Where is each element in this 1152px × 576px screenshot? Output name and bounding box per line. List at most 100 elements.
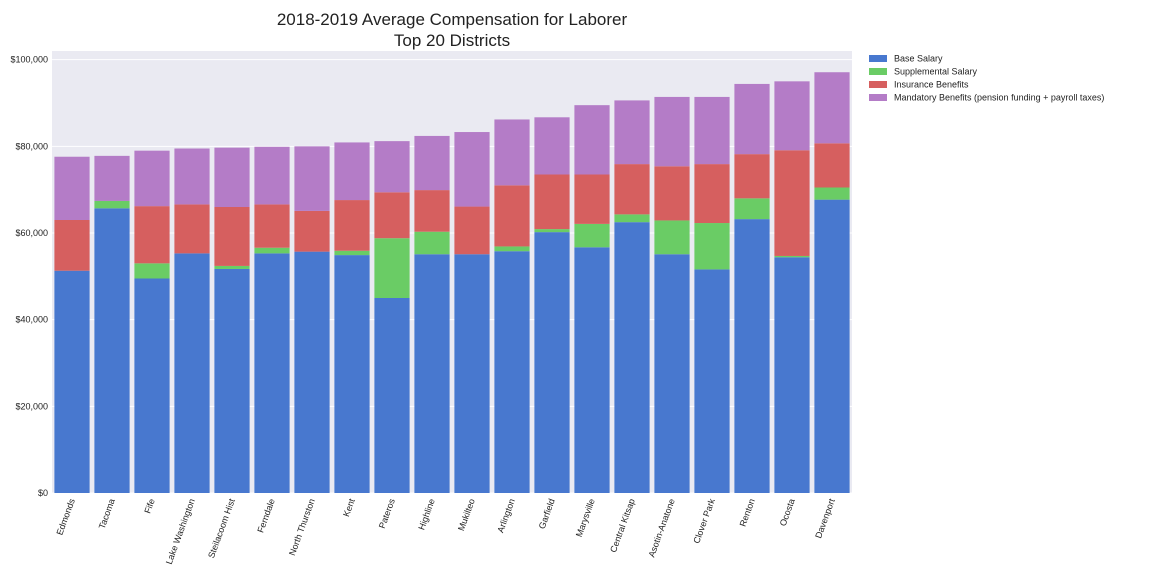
bar-segment-insurance-benefits: [254, 204, 290, 248]
bar-segment-mandatory-benefits: [134, 150, 170, 207]
bar-segment-supplemental-salary: [214, 265, 250, 269]
bar-segment-insurance-benefits: [734, 154, 770, 199]
bar-segment-base-salary: [614, 222, 650, 493]
bar-segment-insurance-benefits: [574, 174, 610, 224]
legend-swatch: [869, 68, 887, 75]
bar-segment-mandatory-benefits: [414, 135, 450, 191]
bar-segment-supplemental-salary: [494, 246, 530, 252]
bar-segment-insurance-benefits: [334, 200, 370, 251]
x-tick-label: Pateros: [377, 497, 397, 530]
x-tick-label: Central Kitsap: [608, 497, 637, 554]
chart-title-line-2: Top 20 Districts: [394, 31, 510, 50]
legend-label: Base Salary: [894, 54, 943, 64]
bar-segment-mandatory-benefits: [334, 142, 370, 201]
y-tick-label: $0: [38, 488, 48, 498]
bar-segment-base-salary: [534, 232, 570, 493]
bar-segment-mandatory-benefits: [254, 146, 290, 205]
bar-segment-base-salary: [414, 254, 450, 493]
bar-segment-mandatory-benefits: [494, 119, 530, 186]
bar-segment-supplemental-salary: [774, 255, 810, 258]
x-tick-label: Highline: [416, 497, 437, 531]
bar-segment-base-salary: [54, 270, 90, 493]
x-axis: Edmonds Tacoma Fife Lake Washington Steilaco…: [54, 497, 837, 566]
bar-segment-insurance-benefits: [454, 206, 490, 255]
y-axis: $0 $20,000 $40,000 $60,000 $80,000 $100,000: [10, 55, 48, 498]
bar-segment-insurance-benefits: [694, 164, 730, 224]
bar-segment-base-salary: [374, 298, 410, 493]
bar-segment-insurance-benefits: [814, 143, 850, 188]
bar-segment-supplemental-salary: [94, 200, 130, 209]
bar-segment-insurance-benefits: [214, 207, 250, 266]
x-tick-label: Marysville: [574, 497, 597, 538]
y-tick-label: $40,000: [15, 315, 48, 325]
legend-swatch: [869, 81, 887, 88]
bars: [54, 72, 850, 494]
x-tick-label: Clover Park: [691, 497, 717, 545]
bar-segment-base-salary: [574, 247, 610, 493]
x-tick-label: Tacoma: [97, 497, 117, 530]
x-tick-label: Ocosta: [778, 497, 797, 527]
bar-segment-insurance-benefits: [414, 190, 450, 232]
bar-segment-supplemental-salary: [814, 187, 850, 200]
bar-segment-base-salary: [134, 278, 170, 493]
bar-segment-base-salary: [454, 254, 490, 493]
bar-segment-mandatory-benefits: [294, 146, 330, 211]
bar-segment-supplemental-salary: [374, 238, 410, 298]
bar-segment-mandatory-benefits: [654, 96, 690, 167]
bar-segment-insurance-benefits: [134, 206, 170, 264]
bar-segment-mandatory-benefits: [94, 155, 130, 201]
bar-segment-base-salary: [174, 253, 210, 493]
bar-segment-insurance-benefits: [534, 174, 570, 230]
y-tick-label: $100,000: [10, 55, 48, 65]
bar-segment-base-salary: [654, 254, 690, 493]
bar-segment-mandatory-benefits: [694, 96, 730, 165]
plot-area: [52, 51, 852, 493]
bar-segment-supplemental-salary: [694, 223, 730, 270]
bar-segment-mandatory-benefits: [734, 83, 770, 155]
bar-segment-mandatory-benefits: [54, 156, 90, 220]
x-tick-label: Davenport: [813, 497, 837, 540]
x-tick-label: Steilacoom Hist: [206, 497, 237, 560]
x-tick-label: Garfield: [537, 497, 557, 530]
bar-segment-supplemental-salary: [254, 247, 290, 254]
bar-segment-insurance-benefits: [174, 204, 210, 254]
bar-segment-insurance-benefits: [614, 164, 650, 215]
bar-segment-base-salary: [814, 199, 850, 493]
bar-segment-base-salary: [774, 257, 810, 493]
bar-segment-base-salary: [294, 251, 330, 493]
bar-segment-mandatory-benefits: [534, 117, 570, 175]
x-tick-label: Ferndale: [255, 497, 277, 534]
bar-segment-insurance-benefits: [654, 166, 690, 221]
bar-segment-base-salary: [494, 251, 530, 493]
legend-swatch: [869, 55, 887, 62]
bar-segment-insurance-benefits: [494, 185, 530, 247]
bar-segment-insurance-benefits: [54, 220, 90, 271]
bar-segment-base-salary: [214, 268, 250, 493]
bar-segment-supplemental-salary: [654, 220, 690, 255]
x-tick-label: Lake Washington: [164, 497, 197, 565]
x-tick-label: Fife: [142, 497, 157, 515]
bar-segment-mandatory-benefits: [774, 81, 810, 151]
bar-segment-base-salary: [734, 219, 770, 493]
y-tick-label: $80,000: [15, 141, 48, 151]
bar-segment-supplemental-salary: [134, 263, 170, 279]
legend: Base Salary Supplemental Salary Insurance …: [869, 54, 1104, 103]
bar-segment-supplemental-salary: [614, 214, 650, 223]
bar-segment-supplemental-salary: [534, 229, 570, 233]
x-tick-label: Asotin-Anatone: [646, 497, 676, 558]
x-tick-label: Kent: [341, 497, 357, 518]
chart-title-line-1: 2018-2019 Average Compensation for Labor…: [277, 10, 628, 29]
bar-segment-mandatory-benefits: [814, 72, 850, 144]
bar-segment-base-salary: [334, 255, 370, 493]
bar-segment-supplemental-salary: [574, 223, 610, 248]
x-tick-label: Mukilteo: [456, 497, 477, 532]
bar-segment-supplemental-salary: [414, 231, 450, 255]
y-tick-label: $60,000: [15, 228, 48, 238]
bar-segment-base-salary: [694, 269, 730, 493]
bar-segment-base-salary: [254, 253, 290, 493]
bar-segment-insurance-benefits: [294, 210, 330, 252]
legend-label: Insurance Benefits: [894, 80, 969, 90]
x-tick-label: Renton: [738, 497, 757, 528]
bar-segment-supplemental-salary: [734, 198, 770, 220]
